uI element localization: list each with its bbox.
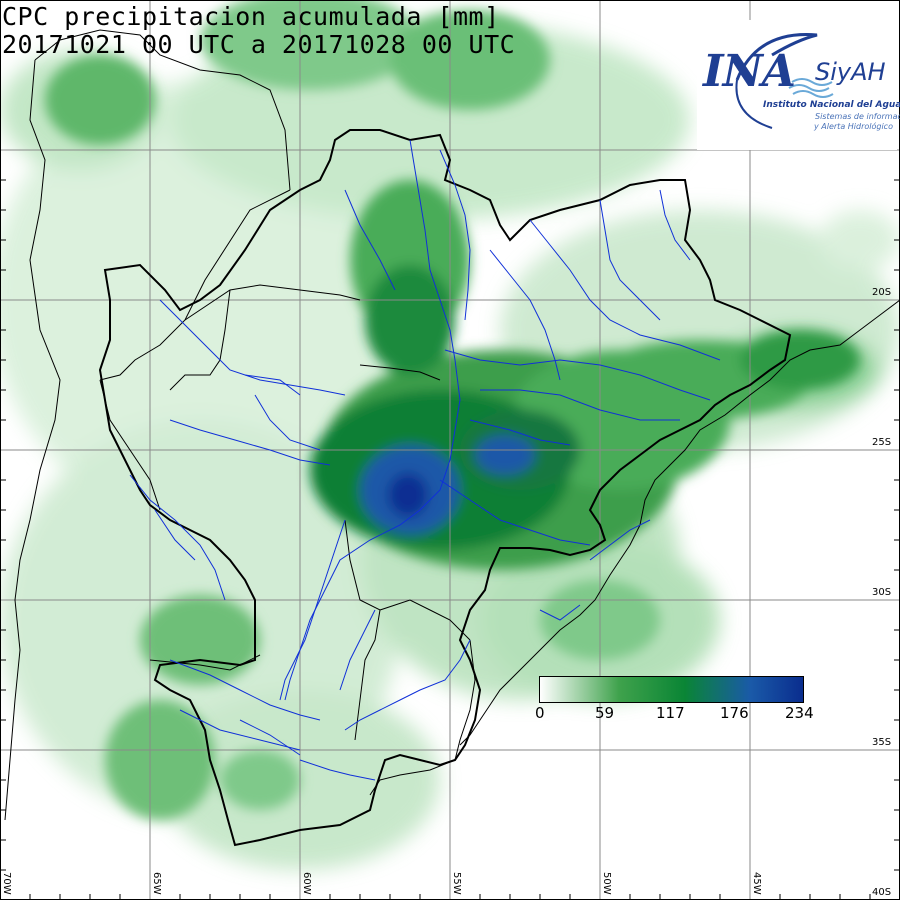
lat-label-35s: 35S bbox=[872, 737, 891, 748]
lon-label-70w: 70W bbox=[1, 872, 12, 895]
logo-institute-text: Instituto Nacional del Agua bbox=[763, 100, 900, 110]
longitude-labels: 70W 65W 60W 55W 50W 45W bbox=[1, 872, 762, 895]
basin-outline bbox=[98, 129, 792, 847]
lat-label-40s: 40S bbox=[872, 887, 891, 898]
legend-label-234: 234 bbox=[785, 704, 814, 722]
coastline bbox=[369, 299, 900, 796]
logo-wave-icon bbox=[735, 33, 834, 129]
color-scale-bar bbox=[539, 676, 804, 703]
logo-subtitle-1: Sistemas de información bbox=[815, 112, 900, 121]
legend-label-59: 59 bbox=[595, 704, 615, 722]
logo-siyah-text: SiyAH bbox=[815, 58, 886, 86]
lon-label-50w: 50W bbox=[601, 872, 612, 895]
legend-label-117: 117 bbox=[656, 704, 685, 722]
lat-label-30s: 30S bbox=[872, 587, 891, 598]
lat-label-25s: 25S bbox=[872, 437, 891, 448]
lon-label-45w: 45W bbox=[751, 872, 762, 895]
latitude-labels: 20S 25S 30S 35S 40S bbox=[872, 287, 891, 898]
ina-siyah-logo: INA SiyAH Instituto Nacional del Agua Si… bbox=[697, 20, 900, 150]
map-period: 20171021 00 UTC a 20171028 00 UTC bbox=[2, 30, 516, 59]
logo-ina-text: INA bbox=[703, 46, 796, 97]
map-title: CPC precipitacion acumulada [mm] bbox=[2, 2, 500, 31]
legend-label-0: 0 bbox=[535, 704, 545, 722]
legend-label-176: 176 bbox=[720, 704, 749, 722]
rivers bbox=[129, 139, 721, 781]
logo-subtitle-2: y Alerta Hidrológico bbox=[814, 122, 893, 131]
lat-label-20s: 20S bbox=[872, 287, 891, 298]
lon-label-60w: 60W bbox=[301, 872, 312, 895]
lon-label-55w: 55W bbox=[451, 872, 462, 895]
lon-label-65w: 65W bbox=[151, 872, 162, 895]
